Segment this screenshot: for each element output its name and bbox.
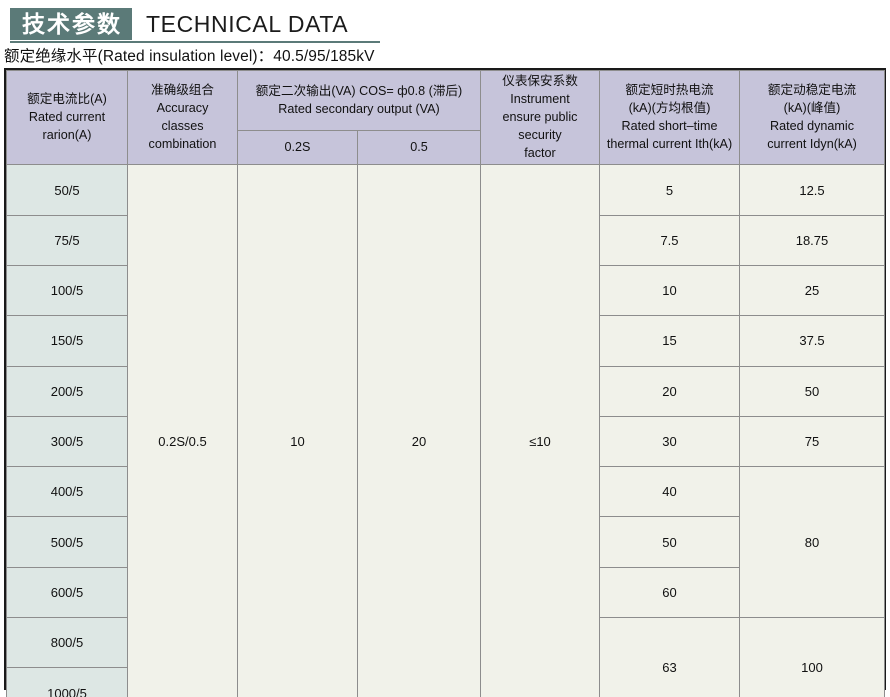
table-row: 75/5 7.5 18.75 [6, 214, 885, 266]
cell-rated-current-ratio: 100/5 [6, 264, 128, 317]
header-line: combination [148, 136, 217, 151]
header-line: current Idyn(kA) [767, 136, 857, 151]
cell-rated-current-ratio: 75/5 [6, 214, 128, 266]
cell-thermal-current: 30 [599, 415, 740, 468]
header-line: (kA)(峰值) [783, 100, 841, 115]
page-title-english: TECHNICAL DATA [146, 11, 349, 37]
cell-output-0-2s: 10 [237, 164, 358, 697]
header-line: Rated short–time [621, 118, 718, 133]
column-header-accuracy-classes: 准确级组合 Accuracy classes combination [127, 69, 238, 166]
table-body: 50/5 0.2S/0.5 10 20 ≤10 5 12.5 75/5 7.5 18.75 100/… [6, 164, 885, 697]
title-underline [10, 41, 380, 43]
cell-rated-current-ratio: 400/5 [6, 466, 128, 518]
cell-dynamic-current: 50 [739, 365, 885, 417]
cell-thermal-current: 15 [599, 315, 740, 367]
table-row: 300/5 30 75 [6, 415, 885, 468]
cell-dynamic-current: 100 [739, 617, 885, 697]
cell-rated-current-ratio: 1000/5 [6, 667, 128, 697]
cell-dynamic-current: 80 [739, 466, 885, 619]
cell-rated-current-ratio: 150/5 [6, 315, 128, 367]
table-row: 800/5 63 100 [6, 617, 885, 697]
cell-thermal-current: 10 [599, 264, 740, 317]
header-line: 额定动稳定电流 [767, 82, 857, 97]
table-header-row-2: 0.2S 0.5 [7, 130, 885, 166]
table-header: 额定电流比(A) Rated current rarion(A) 准确级组合 A… [6, 69, 885, 166]
table-row: 150/5 15 37.5 [6, 315, 885, 367]
header-line: rarion(A) [42, 127, 92, 142]
cell-thermal-current: 60 [599, 566, 740, 619]
header-line: security [518, 127, 562, 142]
technical-data-table-container: 额定电流比(A) Rated current rarion(A) 准确级组合 A… [4, 68, 886, 697]
cell-thermal-current: 20 [599, 365, 740, 417]
table-row: 500/5 50 [6, 516, 885, 568]
technical-data-table: 额定电流比(A) Rated current rarion(A) 准确级组合 A… [6, 69, 885, 697]
cell-thermal-current: 50 [599, 516, 740, 568]
table-row: 200/5 20 50 [6, 365, 885, 417]
column-header-dynamic-current: 额定动稳定电流 (kA)(峰值) Rated dynamic current I… [739, 69, 885, 166]
header-line: 额定电流比(A) [27, 91, 107, 106]
cell-dynamic-current: 75 [739, 415, 885, 468]
cell-thermal-current: 7.5 [599, 214, 740, 266]
column-header-output-0-5: 0.5 [357, 130, 481, 166]
header-line: Instrument [510, 91, 570, 106]
cell-thermal-current: 40 [599, 466, 740, 518]
cell-dynamic-current: 25 [739, 264, 885, 317]
cell-output-0-5: 20 [357, 164, 481, 697]
header-line: thermal current Ith(kA) [606, 136, 733, 151]
rated-insulation-level-subtitle: 额定绝缘水平(Rated insulation level)：40.5/95/1… [4, 48, 375, 65]
cell-dynamic-current: 18.75 [739, 214, 885, 266]
table-row: 1000/5 [6, 667, 885, 697]
page-title-chinese: 技术参数 [10, 8, 132, 40]
cell-thermal-current: 63 [599, 617, 740, 697]
column-header-thermal-current: 额定短时热电流 (kA)(方均根值) Rated short–time ther… [599, 69, 740, 166]
header-line: Accuracy [156, 100, 209, 115]
cell-rated-current-ratio: 600/5 [6, 566, 128, 619]
page-title: 技术参数 TECHNICAL DATA [10, 8, 348, 40]
column-header-output-0-2s: 0.2S [237, 130, 358, 166]
cell-rated-current-ratio: 500/5 [6, 516, 128, 568]
cell-dynamic-current: 12.5 [739, 164, 885, 216]
header-line: factor [524, 145, 556, 160]
cell-rated-current-ratio: 50/5 [6, 164, 128, 216]
cell-accuracy-classes: 0.2S/0.5 [127, 164, 238, 697]
cell-dynamic-current: 37.5 [739, 315, 885, 367]
header-line: ensure public [502, 109, 578, 124]
cell-security-factor: ≤10 [480, 164, 600, 697]
cell-rated-current-ratio: 300/5 [6, 415, 128, 468]
header-line: Rated dynamic [770, 118, 854, 133]
header-line: 仪表保安系数 [502, 74, 578, 88]
header-line: 额定二次输出(VA) COS= ф0.8 (滞后) [255, 83, 463, 98]
cell-rated-current-ratio: 200/5 [6, 365, 128, 417]
table-row: 50/5 0.2S/0.5 10 20 ≤10 5 12.5 [6, 164, 885, 697]
cell-rated-current-ratio: 800/5 [6, 617, 128, 669]
header-line: 准确级组合 [151, 82, 214, 97]
table-header-row-1: 额定电流比(A) Rated current rarion(A) 准确级组合 A… [6, 69, 885, 166]
header-line: Rated current [28, 109, 106, 124]
column-header-security-factor: 仪表保安系数 Instrument ensure public security… [480, 69, 600, 166]
column-header-rated-current-ratio: 额定电流比(A) Rated current rarion(A) [6, 69, 128, 166]
cell-thermal-current: 5 [599, 164, 740, 216]
table-row: 600/5 60 [6, 566, 885, 619]
header-line: classes [161, 118, 204, 133]
header-line: Rated secondary output (VA) [278, 101, 440, 116]
header-line: (kA)(方均根值) [628, 100, 711, 115]
table-row: 400/5 40 80 [6, 466, 885, 619]
table-row: 100/5 10 25 [6, 264, 885, 317]
column-header-rated-secondary-output: 额定二次输出(VA) COS= ф0.8 (滞后) Rated secondar… [237, 69, 481, 132]
header-line: 额定短时热电流 [625, 82, 714, 97]
